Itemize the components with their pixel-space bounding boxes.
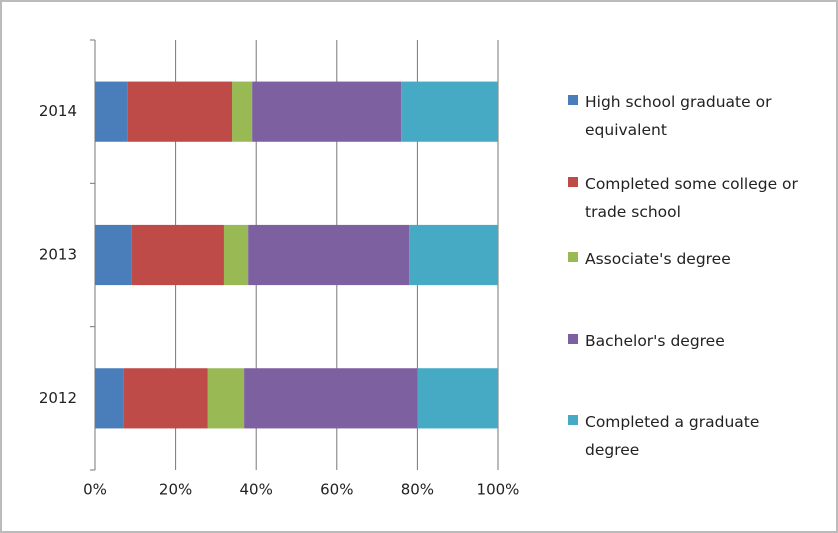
bar-segment — [95, 81, 128, 142]
legend-label: Associate's degree — [585, 250, 731, 268]
bar-segment — [95, 368, 124, 429]
x-tick-label: 100% — [477, 481, 520, 499]
legend-entry: Associate's degree — [568, 245, 818, 273]
x-tick-label: 0% — [83, 481, 107, 499]
bar-segment — [409, 224, 498, 286]
x-tick-label: 80% — [401, 481, 434, 499]
legend-entry: Completed some college or trade school — [568, 170, 818, 226]
bar-segment — [207, 368, 245, 429]
legend-label: Completed some college or trade school — [585, 175, 798, 221]
bar-segment — [127, 81, 233, 142]
legend-swatch — [568, 415, 578, 425]
bar-segment — [95, 224, 132, 286]
bar-segment — [223, 224, 249, 286]
legend-entry: High school graduate or equivalent — [568, 88, 818, 144]
legend-swatch — [568, 252, 578, 262]
legend-label: Bachelor's degree — [585, 332, 725, 350]
legend-swatch — [568, 177, 578, 187]
legend-label: Completed a graduate degree — [585, 413, 760, 459]
bar-segment — [248, 224, 410, 286]
x-tick-label: 20% — [159, 481, 192, 499]
y-tick-label: 2012 — [39, 389, 77, 407]
x-tick-label: 40% — [240, 481, 273, 499]
legend-entry: Bachelor's degree — [568, 327, 818, 355]
legend-swatch — [568, 95, 578, 105]
bar-segment — [232, 81, 253, 142]
bar-segment — [131, 224, 224, 286]
y-tick-label: 2013 — [39, 246, 77, 264]
legend-swatch — [568, 334, 578, 344]
bar-segment — [244, 368, 418, 429]
bar-segment — [401, 81, 498, 142]
bar-segment — [417, 368, 498, 429]
x-tick-label: 60% — [320, 481, 353, 499]
y-tick-label: 2014 — [39, 102, 77, 120]
bar-segment — [252, 81, 402, 142]
legend-entry: Completed a graduate degree — [568, 408, 818, 464]
bar-segment — [123, 368, 208, 429]
legend-label: High school graduate or equivalent — [585, 93, 772, 139]
